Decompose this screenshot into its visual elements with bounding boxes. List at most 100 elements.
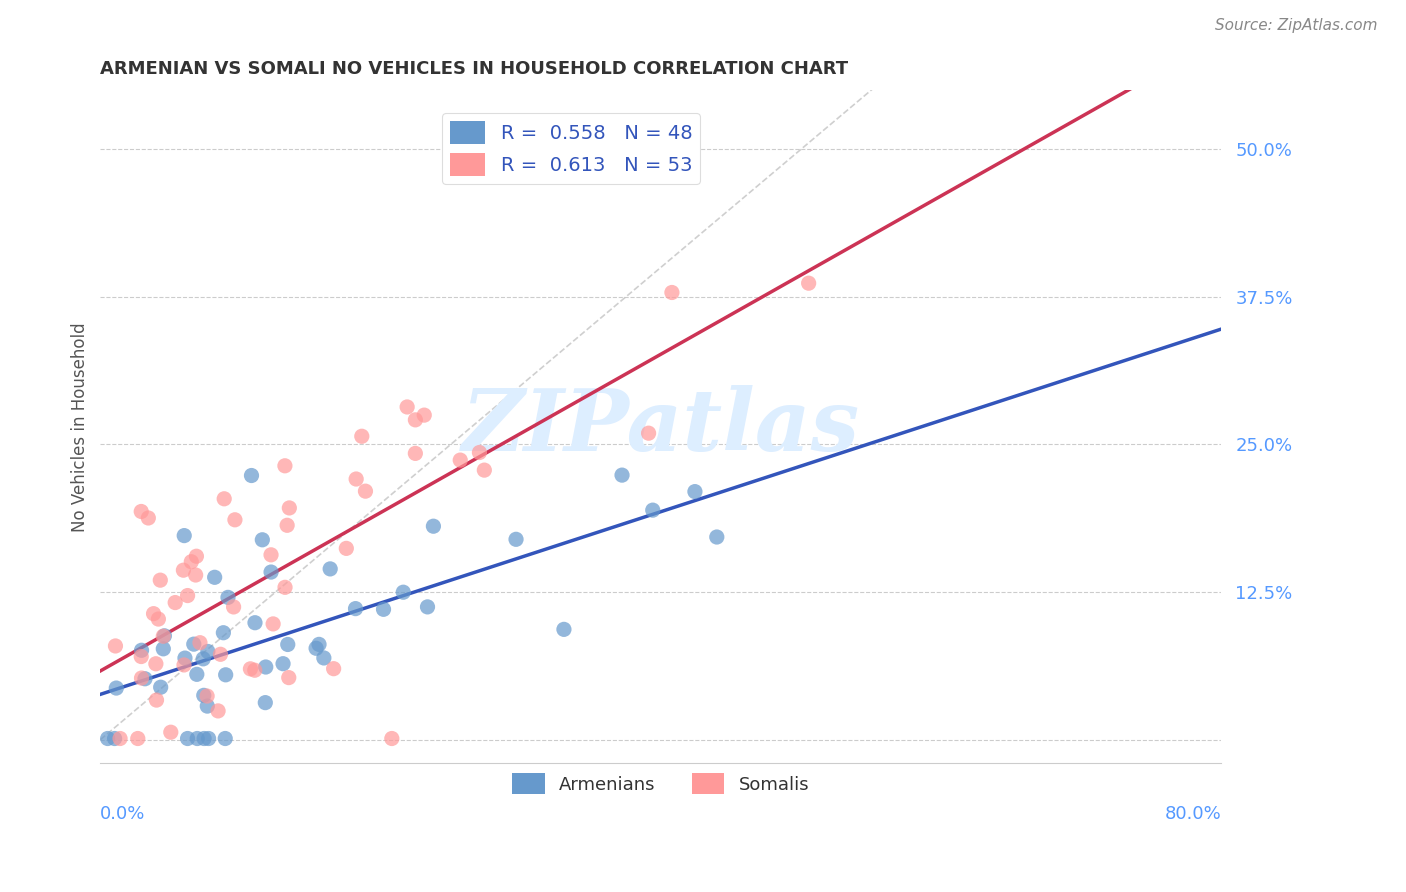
Point bbox=[416, 599, 439, 614]
Point bbox=[180, 555, 202, 569]
Point bbox=[195, 699, 218, 714]
Point bbox=[312, 651, 335, 665]
Point bbox=[186, 549, 208, 564]
Point bbox=[103, 731, 125, 746]
Point bbox=[97, 731, 120, 746]
Point bbox=[254, 696, 277, 710]
Point bbox=[262, 616, 284, 631]
Point bbox=[706, 530, 728, 544]
Point bbox=[131, 671, 153, 685]
Point bbox=[193, 689, 215, 703]
Point bbox=[173, 528, 195, 542]
Point bbox=[127, 731, 149, 746]
Point bbox=[373, 602, 395, 616]
Point bbox=[193, 731, 215, 746]
Point bbox=[165, 596, 187, 610]
Point bbox=[319, 562, 342, 576]
Point bbox=[276, 518, 298, 533]
Point bbox=[222, 599, 245, 614]
Point bbox=[212, 625, 235, 640]
Point bbox=[188, 636, 211, 650]
Point bbox=[641, 503, 664, 517]
Point bbox=[396, 400, 419, 414]
Point bbox=[553, 623, 575, 637]
Point bbox=[239, 662, 262, 676]
Point bbox=[207, 704, 229, 718]
Legend: Armenians, Somalis: Armenians, Somalis bbox=[505, 766, 817, 801]
Point bbox=[308, 637, 330, 651]
Point bbox=[683, 484, 706, 499]
Point bbox=[212, 491, 235, 506]
Point bbox=[145, 657, 167, 671]
Point bbox=[104, 639, 127, 653]
Point bbox=[195, 689, 218, 703]
Point bbox=[149, 680, 172, 694]
Point bbox=[277, 637, 299, 651]
Point bbox=[449, 453, 471, 467]
Point bbox=[184, 568, 207, 582]
Point bbox=[197, 644, 219, 658]
Point bbox=[344, 472, 367, 486]
Point bbox=[176, 731, 198, 746]
Point bbox=[422, 519, 444, 533]
Point bbox=[215, 668, 238, 682]
Point bbox=[260, 565, 283, 579]
Point bbox=[260, 548, 283, 562]
Point bbox=[145, 693, 167, 707]
Point bbox=[254, 660, 277, 674]
Point bbox=[277, 671, 299, 685]
Point bbox=[214, 731, 236, 746]
Point bbox=[152, 629, 174, 643]
Point bbox=[153, 629, 176, 643]
Point bbox=[148, 612, 170, 626]
Point bbox=[240, 468, 263, 483]
Point bbox=[176, 589, 198, 603]
Point bbox=[278, 500, 301, 515]
Point bbox=[129, 504, 152, 518]
Point bbox=[134, 672, 156, 686]
Point bbox=[105, 681, 128, 695]
Point bbox=[224, 513, 246, 527]
Point bbox=[350, 429, 373, 443]
Y-axis label: No Vehicles in Household: No Vehicles in Household bbox=[72, 322, 89, 532]
Point bbox=[209, 648, 232, 662]
Point bbox=[797, 276, 820, 290]
Point bbox=[404, 413, 426, 427]
Point bbox=[149, 573, 172, 587]
Point bbox=[183, 637, 205, 651]
Point bbox=[152, 641, 174, 656]
Point bbox=[413, 408, 436, 422]
Point bbox=[271, 657, 294, 671]
Text: 0.0%: 0.0% bbox=[100, 805, 146, 822]
Point bbox=[243, 615, 266, 630]
Point bbox=[197, 731, 219, 746]
Point bbox=[159, 725, 181, 739]
Point bbox=[217, 591, 239, 605]
Point bbox=[252, 533, 274, 547]
Point bbox=[637, 426, 659, 441]
Point bbox=[344, 601, 367, 615]
Point bbox=[142, 607, 165, 621]
Point bbox=[468, 445, 491, 459]
Point bbox=[186, 667, 208, 681]
Point bbox=[131, 643, 153, 657]
Point bbox=[505, 533, 527, 547]
Text: 80.0%: 80.0% bbox=[1164, 805, 1222, 822]
Point bbox=[108, 731, 131, 746]
Point bbox=[173, 657, 195, 672]
Point bbox=[354, 484, 377, 499]
Point bbox=[392, 585, 415, 599]
Point bbox=[172, 563, 194, 577]
Point bbox=[274, 458, 297, 473]
Point bbox=[610, 468, 633, 483]
Point bbox=[661, 285, 683, 300]
Point bbox=[404, 446, 426, 460]
Point bbox=[381, 731, 404, 746]
Point bbox=[204, 570, 226, 584]
Point bbox=[322, 662, 344, 676]
Point bbox=[335, 541, 357, 556]
Point bbox=[129, 649, 152, 664]
Point bbox=[274, 580, 297, 594]
Point bbox=[472, 463, 495, 477]
Text: ARMENIAN VS SOMALI NO VEHICLES IN HOUSEHOLD CORRELATION CHART: ARMENIAN VS SOMALI NO VEHICLES IN HOUSEH… bbox=[100, 60, 848, 78]
